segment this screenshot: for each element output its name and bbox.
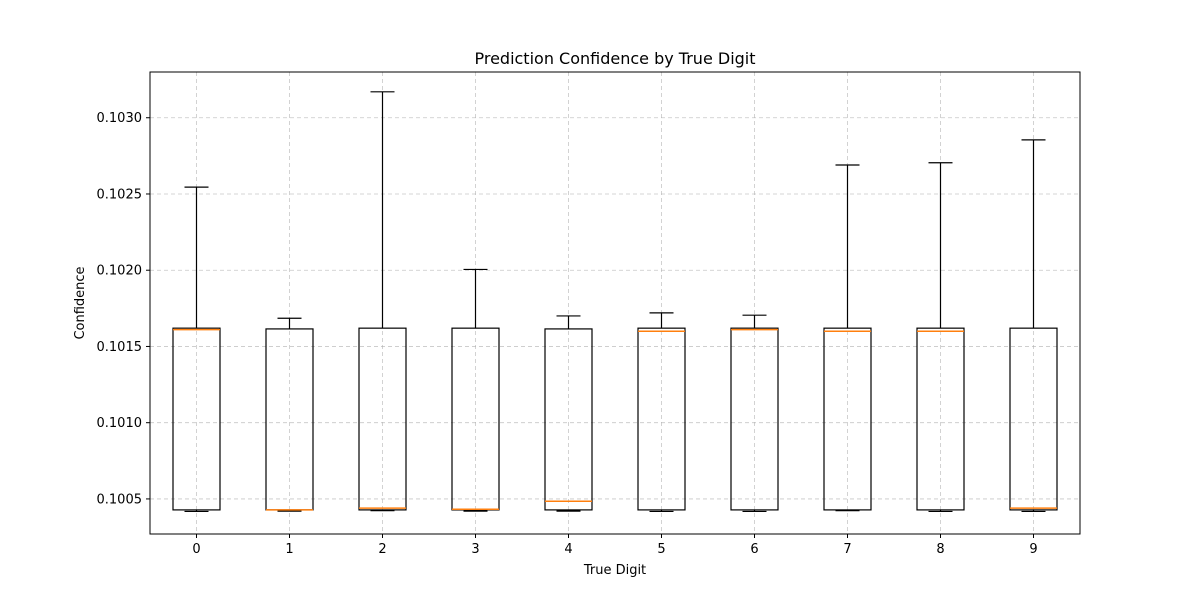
iqr-box — [265, 328, 314, 511]
box-digit-5 — [637, 312, 686, 513]
x-axis-label: True Digit — [583, 563, 646, 578]
plot-frame — [149, 71, 1081, 535]
x-tick-label: 2 — [378, 542, 386, 557]
box-digit-2 — [358, 91, 407, 512]
box-digit-7 — [823, 164, 872, 512]
iqr-box — [637, 327, 686, 511]
y-tick-label: 0.1030 — [97, 111, 143, 126]
box-digit-1 — [265, 317, 314, 512]
iqr-box — [544, 328, 593, 511]
y-tick-label: 0.1005 — [97, 492, 143, 507]
box-digit-3 — [451, 268, 500, 512]
x-tick-label: 1 — [285, 542, 293, 557]
box-digit-9 — [1009, 139, 1058, 513]
x-tick-label: 0 — [192, 542, 200, 557]
x-tick-label: 8 — [936, 542, 944, 557]
y-tick-label: 0.1015 — [97, 340, 143, 355]
x-tick-label: 5 — [657, 542, 665, 557]
iqr-box — [358, 327, 407, 511]
iqr-box — [730, 327, 779, 511]
y-tick-label: 0.1025 — [97, 187, 143, 202]
y-axis-ticks: 0.1005 0.1010 0.1015 0.1020 0.1025 0.1030 — [97, 111, 150, 507]
iqr-box — [916, 327, 965, 511]
box-layer — [172, 91, 1058, 513]
y-axis-label: Confidence — [73, 266, 88, 339]
iqr-box — [823, 327, 872, 511]
box-digit-8 — [916, 162, 965, 513]
x-tick-label: 9 — [1029, 542, 1037, 557]
y-tick-label: 0.1020 — [97, 264, 143, 279]
iqr-box — [172, 327, 221, 511]
box-digit-6 — [730, 314, 779, 513]
x-tick-label: 4 — [564, 542, 572, 557]
y-tick-label: 0.1010 — [97, 416, 143, 431]
x-tick-label: 3 — [471, 542, 479, 557]
chart-title: Prediction Confidence by True Digit — [474, 49, 755, 68]
x-tick-label: 6 — [750, 542, 758, 557]
x-axis-ticks: 0 1 2 3 4 5 6 7 8 9 — [192, 534, 1038, 557]
box-digit-0 — [172, 186, 221, 513]
x-tick-label: 7 — [843, 542, 851, 557]
box-digit-4 — [544, 315, 593, 512]
iqr-box — [1009, 327, 1058, 511]
